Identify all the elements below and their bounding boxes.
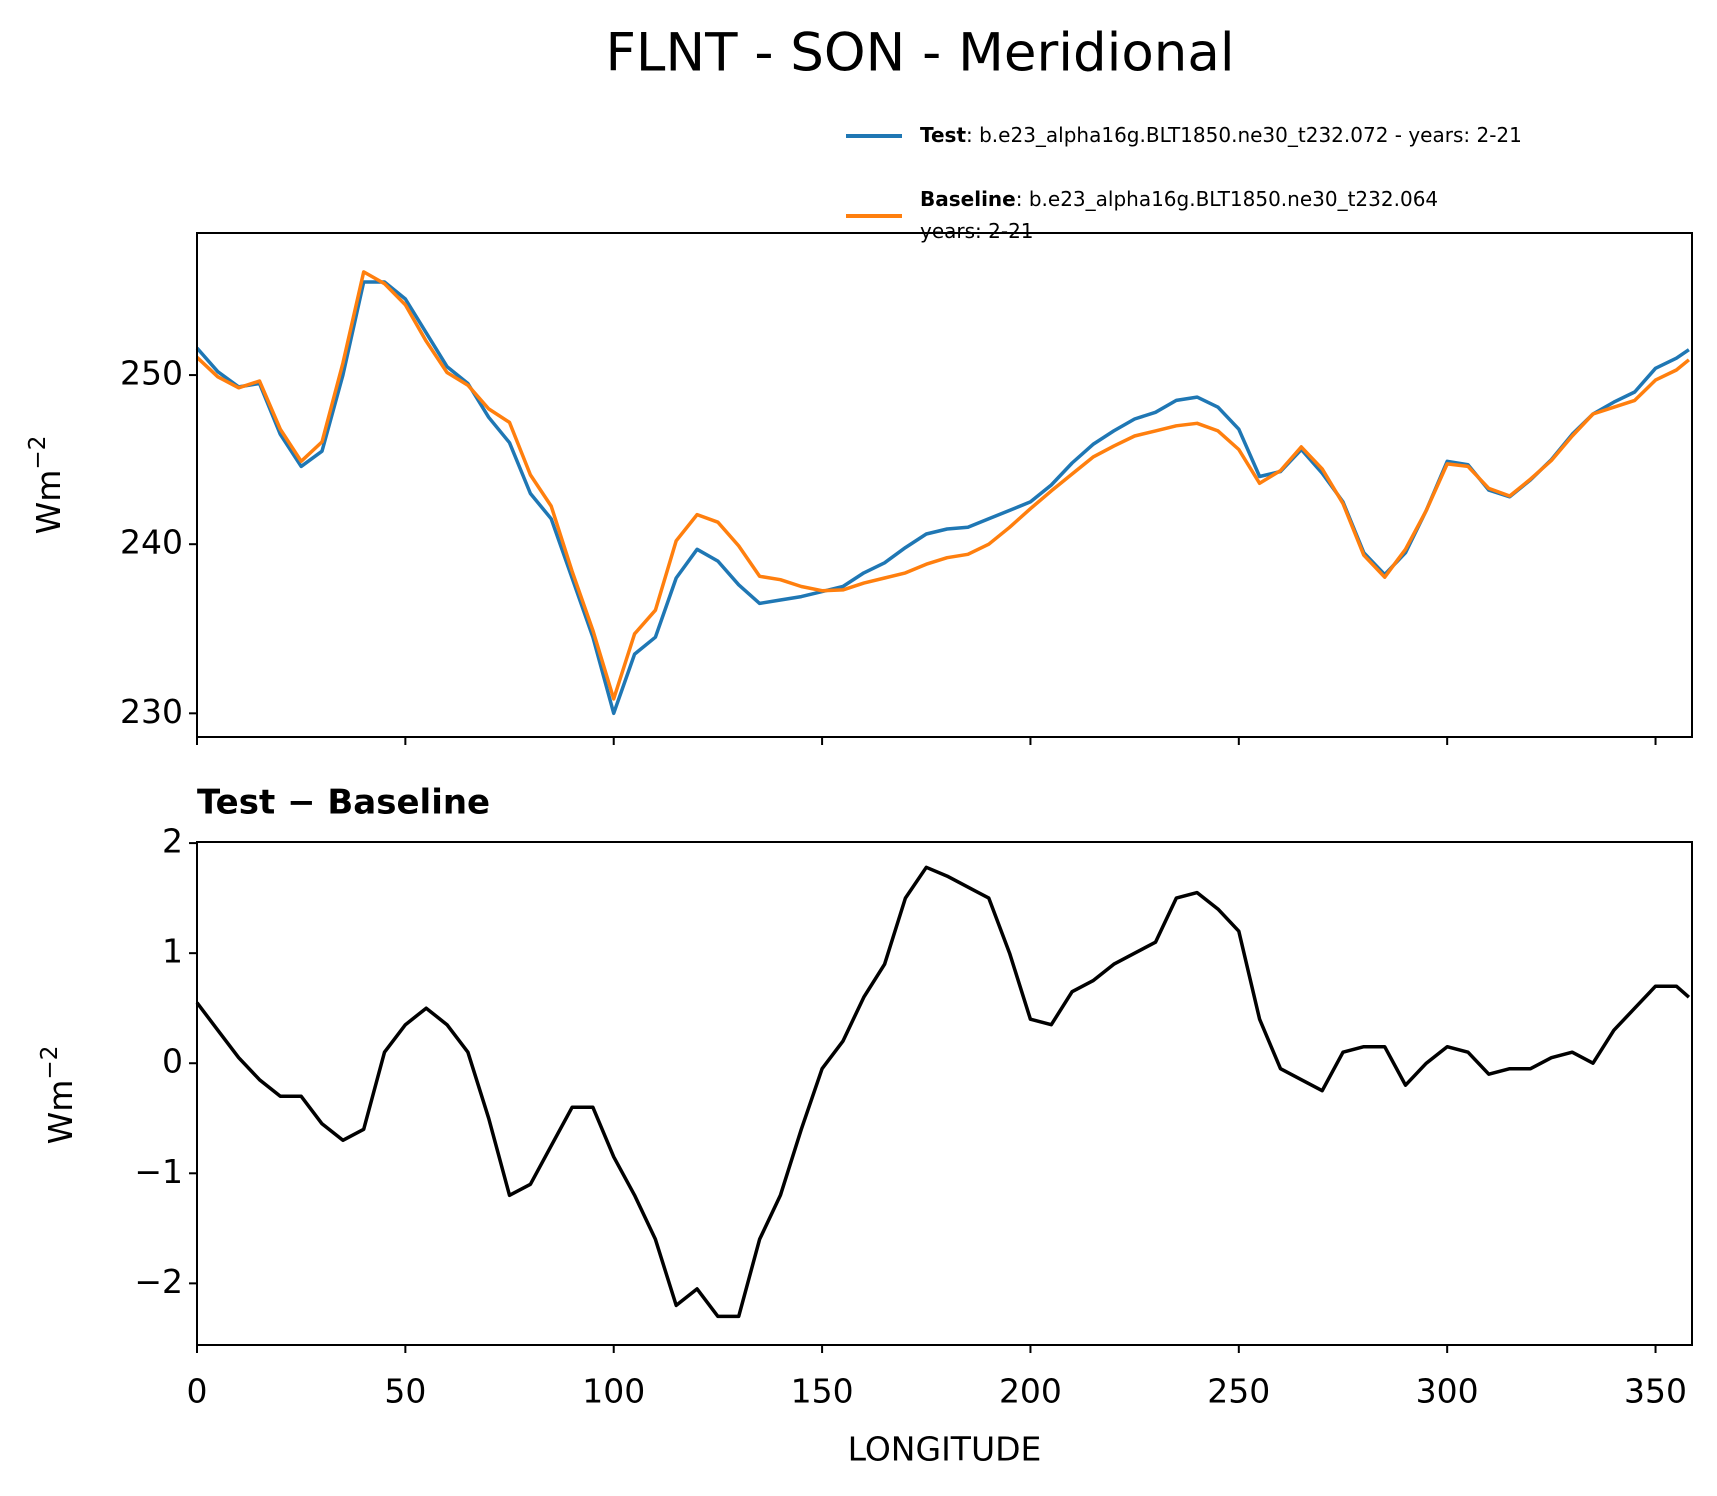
y-tick-label: 250: [120, 354, 183, 393]
x-tick-label: 200: [999, 1372, 1062, 1411]
legend-description: : b.e23_alpha16g.BLT1850.ne30_t232.064: [1016, 187, 1438, 211]
axes-frame: [196, 232, 1693, 738]
axes-frame: [196, 841, 1693, 1346]
y-tick-label: 240: [120, 523, 183, 562]
y-tick-label: 2: [162, 822, 183, 861]
y-tick-label: 230: [120, 692, 183, 731]
figure-title: FLNT - SON - Meridional: [605, 23, 1234, 84]
legend-label: years: 2-21: [920, 219, 1034, 243]
x-tick-label: 150: [791, 1372, 854, 1411]
x-tick-label: 300: [1416, 1372, 1479, 1411]
data-line: [195, 280, 1690, 716]
legend-name: Test: [920, 123, 966, 147]
y-axis-label: Wm−2: [37, 1046, 80, 1145]
y-axis-label: Wm−2: [25, 436, 68, 535]
y-tick-label: 1: [162, 932, 183, 971]
legend-description: years: 2-21: [920, 219, 1034, 243]
data-line: [195, 270, 1691, 701]
legend-label: Test: b.e23_alpha16g.BLT1850.ne30_t232.0…: [920, 123, 1522, 147]
x-tick-label: 100: [582, 1372, 645, 1411]
subplot-title: Test − Baseline: [197, 783, 490, 823]
x-tick-label: 350: [1624, 1372, 1687, 1411]
y-label-superscript: −2: [25, 436, 51, 470]
x-tick-label: 0: [187, 1372, 208, 1411]
x-tick-label: 250: [1207, 1372, 1270, 1411]
y-label-text: Wm: [29, 470, 68, 535]
data-line: [195, 865, 1691, 1319]
y-tick-label: 0: [162, 1042, 183, 1081]
y-tick-label: −1: [134, 1152, 183, 1191]
y-label-superscript: −2: [37, 1046, 63, 1080]
y-label-text: Wm: [41, 1080, 80, 1145]
x-tick-label: 50: [384, 1372, 426, 1411]
legend-description: : b.e23_alpha16g.BLT1850.ne30_t232.072 -…: [966, 123, 1522, 147]
legend-name: Baseline: [920, 187, 1016, 211]
x-axis-label: LONGITUDE: [848, 1430, 1042, 1469]
y-tick-label: −2: [134, 1262, 183, 1301]
legend-label: Baseline: b.e23_alpha16g.BLT1850.ne30_t2…: [920, 187, 1438, 211]
